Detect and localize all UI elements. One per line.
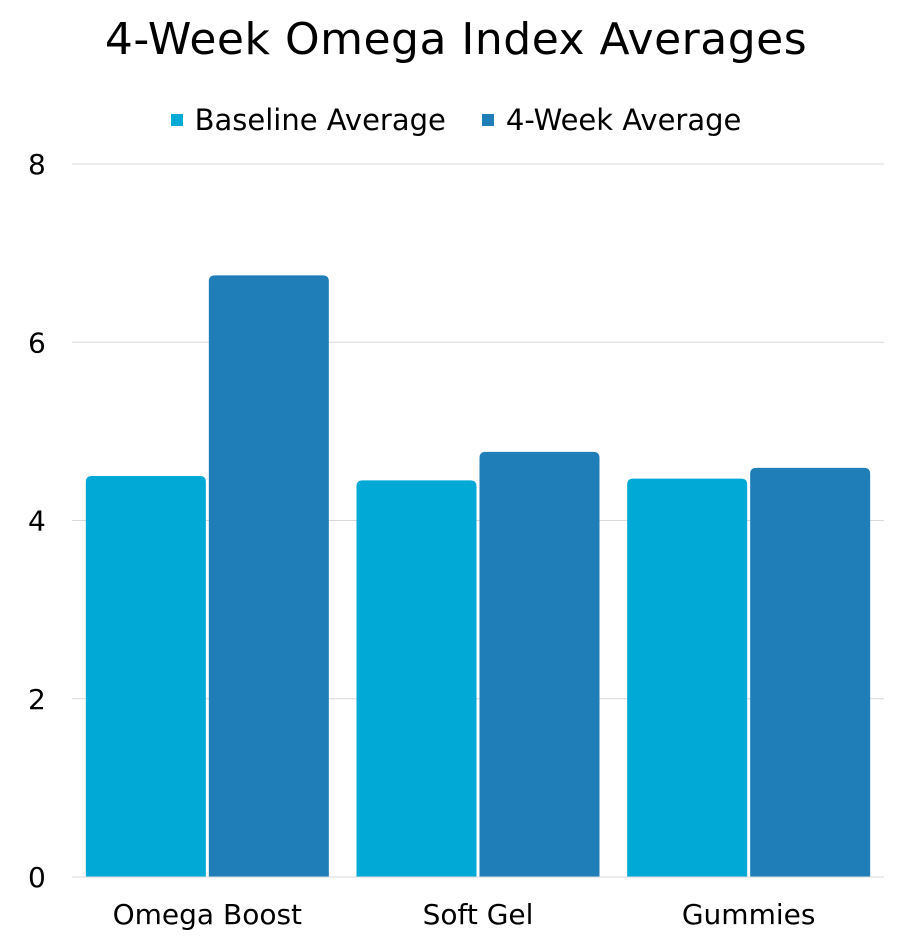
legend: Baseline Average 4-Week Average <box>0 103 912 137</box>
bar-4-week-soft-gel <box>479 451 600 877</box>
legend-swatch-baseline <box>170 114 183 126</box>
y-tick-label: 2 <box>28 683 46 716</box>
y-tick-label: 4 <box>28 505 46 538</box>
bar-4-week-omega-boost <box>208 275 329 877</box>
bar-4-week-gummies <box>750 467 871 877</box>
chart-title: 4-Week Omega Index Averages <box>104 14 808 65</box>
bar-baseline-gummies <box>627 478 748 877</box>
x-tick-label: Soft Gel <box>423 898 534 931</box>
legend-item-4-week: 4-Week Average <box>481 103 742 137</box>
y-tick-label: 0 <box>28 861 46 894</box>
x-tick-label: Omega Boost <box>113 898 302 931</box>
legend-item-baseline: Baseline Average <box>170 103 446 137</box>
y-tick-label: 8 <box>28 148 46 181</box>
y-tick-label: 6 <box>28 326 46 359</box>
legend-label-baseline: Baseline Average <box>194 103 446 137</box>
bar-baseline-soft-gel <box>356 480 477 877</box>
legend-label-4-week: 4-Week Average <box>505 103 742 137</box>
legend-swatch-4-week <box>481 114 494 126</box>
x-tick-label: Gummies <box>682 898 816 931</box>
bar-baseline-omega-boost <box>85 475 206 877</box>
